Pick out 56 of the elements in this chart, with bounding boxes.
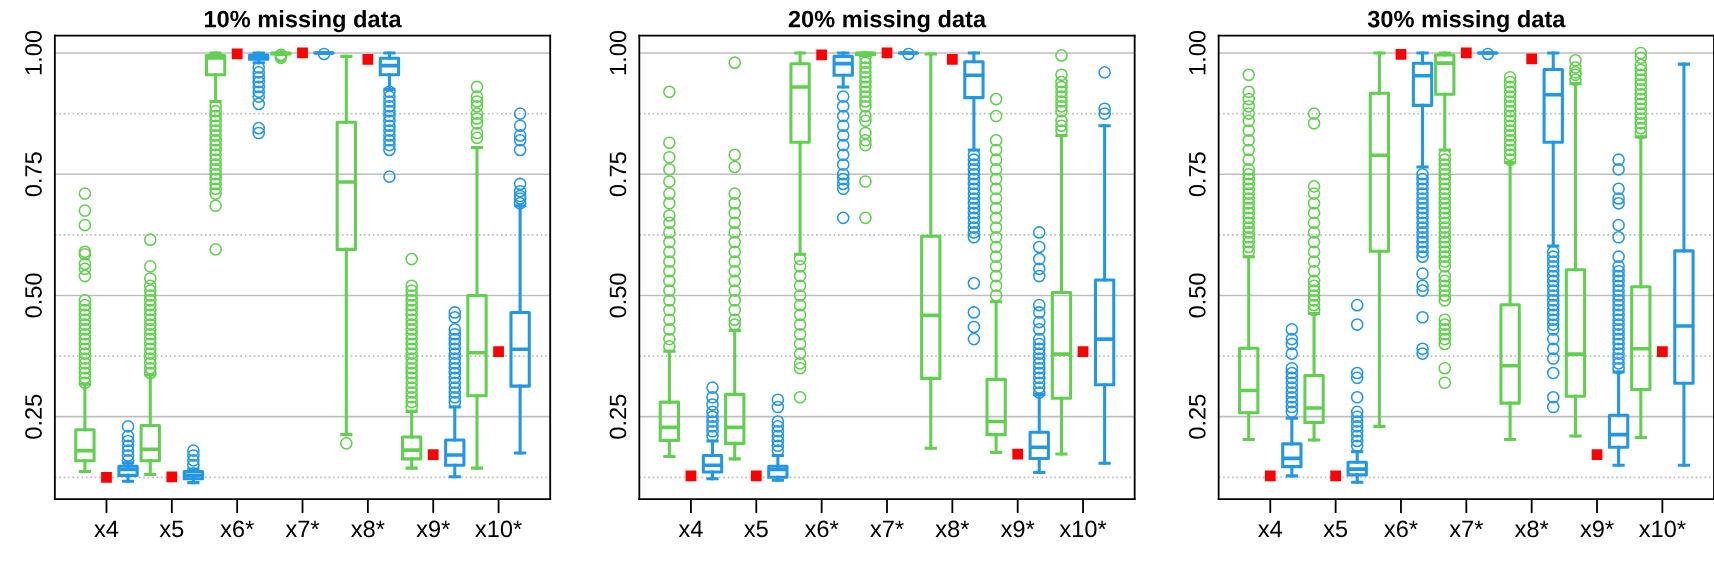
y-tick-label: 0.50 (609, 273, 627, 318)
y-tick-label: 0.25 (609, 394, 627, 439)
chart-title: 30% missing data (1367, 10, 1566, 33)
point (1591, 449, 1603, 460)
point (493, 346, 504, 358)
y-tick-label: 0.75 (609, 152, 627, 197)
x-tick-label: x5 (1323, 520, 1348, 538)
x-tick-label: x8* (935, 520, 970, 538)
point (362, 53, 374, 65)
x-tick-label: x5 (744, 520, 768, 538)
x-tick-label: x10* (475, 520, 522, 538)
x-tick-label: x9* (1000, 520, 1035, 538)
y-tick-label: 0.50 (25, 273, 42, 318)
x-tick-label: x7* (870, 520, 904, 538)
point (101, 471, 112, 483)
y-tick-label: 0.50 (1188, 273, 1206, 318)
x-tick-label: x4 (94, 520, 119, 538)
point (1460, 47, 1472, 59)
y-tick-label: 0.75 (1188, 152, 1206, 197)
x-tick-label: x10* (1059, 520, 1107, 538)
point (1077, 346, 1089, 358)
y-tick-label: 1.00 (1188, 30, 1206, 75)
point (427, 449, 439, 460)
x-tick-label: x6* (804, 520, 839, 538)
y-tick-label: 0.25 (1188, 394, 1206, 439)
point (1012, 448, 1024, 460)
y-tick-label: 0.25 (25, 394, 42, 439)
point (1395, 49, 1407, 60)
x-tick-label: x7* (285, 520, 320, 538)
point (946, 53, 958, 65)
chart-title: 20% missing data (788, 10, 987, 33)
point (297, 47, 308, 59)
point (166, 471, 178, 483)
y-tick-label: 1.00 (609, 30, 627, 75)
point (231, 48, 243, 60)
x-tick-label: x7* (1449, 520, 1484, 538)
chart-title: 10% missing data (204, 10, 402, 33)
point (750, 470, 762, 482)
x-tick-label: x8* (1514, 520, 1549, 538)
x-tick-label: x9* (1580, 520, 1614, 538)
x-tick-label: x4 (678, 520, 703, 538)
point (816, 49, 828, 61)
point (1657, 346, 1668, 358)
x-tick-label: x8* (351, 520, 385, 538)
y-tick-label: 1.00 (25, 30, 42, 75)
point (685, 470, 697, 482)
y-tick-label: 0.75 (25, 152, 42, 197)
point (1330, 470, 1342, 482)
point (1264, 470, 1276, 482)
x-tick-label: x4 (1258, 520, 1283, 538)
point (1526, 53, 1538, 65)
x-tick-label: x5 (159, 520, 184, 538)
x-tick-label: x6* (220, 520, 254, 538)
x-tick-label: x9* (416, 520, 450, 538)
x-tick-label: x10* (1639, 520, 1686, 538)
x-tick-label: x6* (1384, 520, 1418, 538)
